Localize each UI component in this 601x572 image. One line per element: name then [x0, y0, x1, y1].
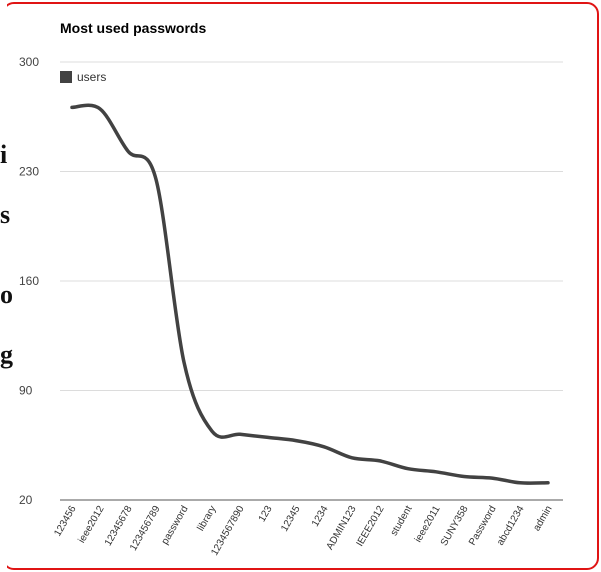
edge-fragment: g [0, 340, 13, 369]
x-tick-label: ieee2012 [76, 504, 106, 546]
legend: users [60, 70, 106, 84]
x-tick-label: IEEE2012 [355, 504, 387, 549]
y-tick-label: 20 [19, 493, 33, 507]
x-tick-label: library [195, 504, 218, 533]
edge-fragment: s [0, 200, 11, 229]
x-tick-label: 1234 [310, 504, 331, 529]
x-tick-label: 123456 [52, 504, 78, 539]
x-tick-label: 12345 [279, 504, 303, 534]
x-tick-label: abcd1234 [495, 504, 527, 548]
x-tick-label: student [389, 504, 415, 538]
y-tick-label: 300 [19, 55, 39, 69]
left-margin [0, 0, 7, 572]
chart-title: Most used passwords [60, 20, 207, 36]
x-tick-label: SUNY358 [439, 504, 471, 548]
series-line-users [70, 103, 550, 485]
legend-swatch [60, 71, 72, 83]
x-tick-label: 123 [257, 504, 275, 524]
x-tick-label: admin [531, 504, 554, 533]
x-tick-label: 12345678 [103, 504, 135, 548]
y-tick-label: 160 [19, 274, 39, 288]
edge-fragment: o [0, 280, 13, 309]
x-tick-label: password [160, 504, 191, 547]
legend-label: users [77, 70, 107, 84]
x-tick-label: ieee2011 [413, 504, 443, 545]
y-tick-label: 230 [19, 165, 39, 179]
x-tick-label: Password [467, 504, 498, 548]
y-tick-label: 90 [19, 384, 33, 398]
edge-fragment: i [0, 140, 8, 169]
